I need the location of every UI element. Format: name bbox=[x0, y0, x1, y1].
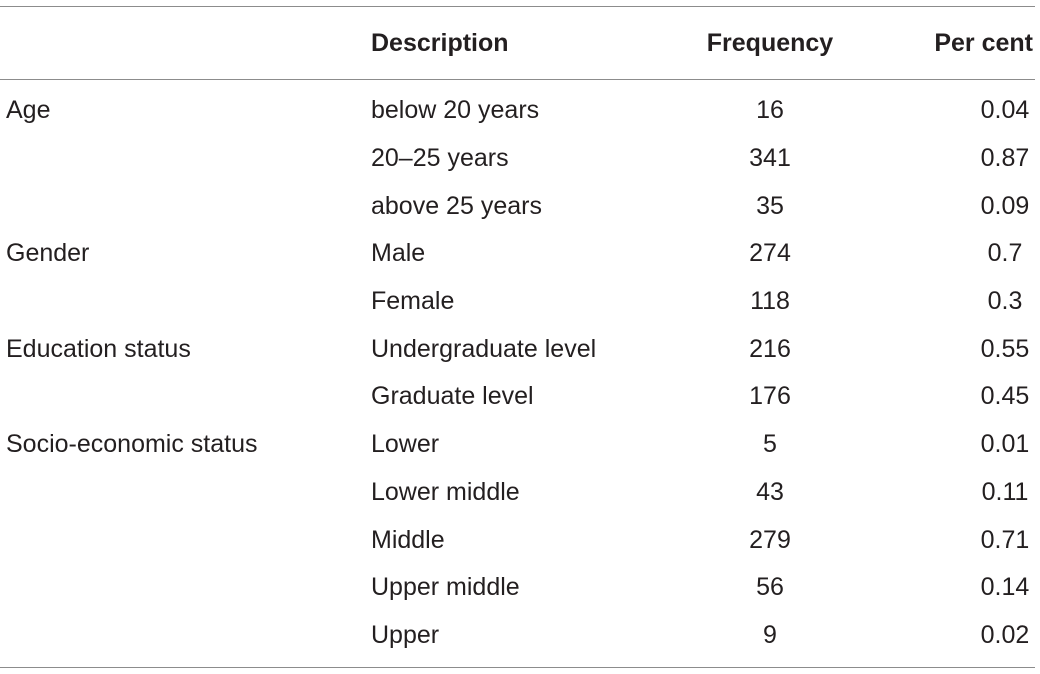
header-row: Description Frequency Per cent bbox=[0, 7, 1035, 79]
header-frequency: Frequency bbox=[706, 28, 834, 57]
cell-description: Male bbox=[371, 239, 426, 268]
cell-description: Undergraduate level bbox=[371, 334, 597, 363]
cell-percent: 0.7 bbox=[987, 239, 1023, 268]
cell-group: Education status bbox=[6, 334, 191, 363]
cell-percent: 0.04 bbox=[980, 96, 1030, 125]
table-row: Upper middle 56 0.14 bbox=[0, 564, 1035, 612]
table-top-rule bbox=[0, 6, 1035, 7]
cell-description: Female bbox=[371, 287, 455, 316]
cell-group: Age bbox=[6, 96, 51, 125]
cell-percent: 0.01 bbox=[980, 430, 1030, 459]
cell-group bbox=[0, 564, 360, 612]
cell-description: Lower bbox=[371, 430, 440, 459]
cell-group bbox=[0, 516, 360, 564]
table-body: Age below 20 years 16 0.04 20–25 years 341 0.8… bbox=[0, 79, 1035, 659]
demographics-table: Description Frequency Per cent Age below … bbox=[0, 7, 1035, 659]
cell-description: above 25 years bbox=[371, 191, 542, 220]
cell-percent: 0.11 bbox=[981, 477, 1029, 506]
cell-percent: 0.55 bbox=[980, 334, 1030, 363]
table-bottom-rule bbox=[0, 667, 1035, 668]
table-row: above 25 years 35 0.09 bbox=[0, 182, 1035, 230]
cell-description: Middle bbox=[371, 525, 445, 554]
cell-frequency: 216 bbox=[749, 334, 791, 363]
cell-percent: 0.71 bbox=[980, 525, 1030, 554]
table-row: Gender Male 274 0.7 bbox=[0, 230, 1035, 278]
cell-group bbox=[0, 373, 360, 421]
cell-group bbox=[0, 612, 360, 660]
cell-description: Upper middle bbox=[371, 573, 520, 602]
cell-frequency: 43 bbox=[756, 477, 784, 506]
cell-description: Lower middle bbox=[371, 477, 520, 506]
cell-group bbox=[0, 182, 360, 230]
table-header: Description Frequency Per cent bbox=[0, 7, 1035, 79]
table-row: Socio-economic status Lower 5 0.01 bbox=[0, 421, 1035, 469]
cell-frequency: 9 bbox=[763, 620, 777, 649]
cell-frequency: 341 bbox=[749, 144, 791, 173]
table-row: 20–25 years 341 0.87 bbox=[0, 135, 1035, 183]
cell-group bbox=[0, 469, 360, 517]
table-row: Age below 20 years 16 0.04 bbox=[0, 79, 1035, 135]
table-row: Lower middle 43 0.11 bbox=[0, 469, 1035, 517]
cell-group bbox=[0, 135, 360, 183]
cell-description: 20–25 years bbox=[371, 144, 509, 173]
cell-frequency: 279 bbox=[749, 525, 791, 554]
cell-group bbox=[0, 278, 360, 326]
cell-percent: 0.3 bbox=[987, 287, 1023, 316]
table-header-rule bbox=[0, 79, 1035, 80]
table-row: Upper 9 0.02 bbox=[0, 612, 1035, 660]
cell-percent: 0.45 bbox=[980, 382, 1030, 411]
cell-frequency: 274 bbox=[749, 239, 791, 268]
table-row: Middle 279 0.71 bbox=[0, 516, 1035, 564]
header-percent: Per cent bbox=[934, 28, 1033, 57]
cell-percent: 0.09 bbox=[980, 191, 1030, 220]
cell-frequency: 16 bbox=[756, 96, 784, 125]
cell-description: below 20 years bbox=[371, 96, 540, 125]
table-row: Education status Undergraduate level 216 0.… bbox=[0, 325, 1035, 373]
cell-frequency: 35 bbox=[756, 191, 784, 220]
header-group bbox=[0, 7, 360, 79]
cell-description: Graduate level bbox=[371, 382, 534, 411]
table-row: Graduate level 176 0.45 bbox=[0, 373, 1035, 421]
cell-frequency: 176 bbox=[749, 382, 791, 411]
cell-percent: 0.87 bbox=[980, 144, 1030, 173]
cell-percent: 0.02 bbox=[980, 620, 1030, 649]
header-description: Description bbox=[371, 28, 509, 57]
cell-percent: 0.14 bbox=[980, 573, 1030, 602]
cell-frequency: 56 bbox=[756, 573, 784, 602]
cell-description: Upper bbox=[371, 620, 440, 649]
cell-group: Socio-economic status bbox=[6, 430, 258, 459]
cell-frequency: 118 bbox=[750, 287, 790, 316]
table-row: Female 118 0.3 bbox=[0, 278, 1035, 326]
cell-frequency: 5 bbox=[763, 430, 777, 459]
cell-group: Gender bbox=[6, 239, 90, 268]
